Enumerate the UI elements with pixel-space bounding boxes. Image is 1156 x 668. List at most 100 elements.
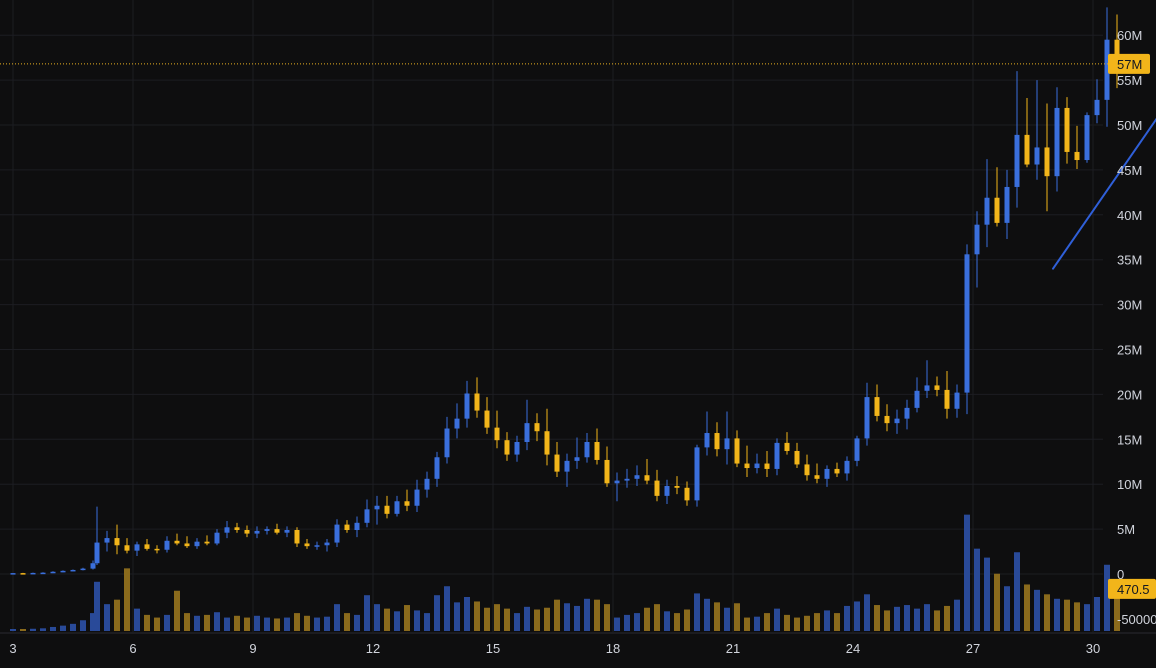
candle-body[interactable] (604, 459, 610, 484)
candle-body[interactable] (854, 438, 860, 461)
candle-body[interactable] (104, 538, 110, 543)
candle-body[interactable] (454, 418, 460, 429)
candle-body[interactable] (574, 457, 580, 461)
candle-body[interactable] (374, 505, 380, 510)
candle-body[interactable] (354, 522, 360, 530)
candle-body[interactable] (984, 197, 990, 225)
candle-body[interactable] (874, 397, 880, 416)
candle-body[interactable] (774, 442, 780, 469)
candle-body[interactable] (94, 542, 100, 564)
candle-body[interactable] (424, 478, 430, 490)
candle-body[interactable] (894, 418, 900, 424)
trend-arrow-line[interactable] (1052, 60, 1156, 270)
candle-body[interactable] (444, 428, 450, 458)
candle-body[interactable] (184, 543, 190, 547)
candle-body[interactable] (144, 544, 150, 549)
candle-body[interactable] (1024, 134, 1030, 165)
candle-body[interactable] (50, 571, 56, 574)
candle-body[interactable] (134, 544, 140, 551)
candle-body[interactable] (1054, 107, 1060, 177)
candle-body[interactable] (474, 393, 480, 411)
candle-body[interactable] (554, 454, 560, 472)
candle-body[interactable] (494, 427, 500, 441)
candle-body[interactable] (30, 572, 36, 575)
candle-body[interactable] (564, 460, 570, 472)
candle-body[interactable] (214, 532, 220, 544)
candle-body[interactable] (304, 543, 310, 547)
candle-body[interactable] (944, 389, 950, 409)
candle-body[interactable] (224, 527, 230, 533)
candle-body[interactable] (504, 440, 510, 455)
candle-body[interactable] (174, 540, 180, 544)
candle-body[interactable] (1004, 186, 1010, 223)
candle-body[interactable] (20, 573, 26, 575)
candle-body[interactable] (274, 529, 280, 533)
candle-body[interactable] (264, 529, 270, 531)
candle-body[interactable] (614, 480, 620, 484)
candle-body[interactable] (114, 538, 120, 546)
candle-body[interactable] (744, 463, 750, 469)
candle-body[interactable] (254, 530, 260, 534)
candle-body[interactable] (534, 423, 540, 432)
candle-body[interactable] (414, 489, 420, 506)
candle-body[interactable] (394, 501, 400, 514)
candle-body[interactable] (524, 423, 530, 442)
candle-body[interactable] (654, 480, 660, 496)
candle-body[interactable] (384, 505, 390, 514)
candle-body[interactable] (154, 548, 160, 551)
candle-body[interactable] (644, 475, 650, 481)
candle-body[interactable] (724, 438, 730, 450)
candle-body[interactable] (954, 392, 960, 409)
candle-body[interactable] (704, 433, 710, 448)
candle-body[interactable] (544, 431, 550, 455)
candle-body[interactable] (964, 254, 970, 393)
candle-body[interactable] (284, 529, 290, 533)
candle-body[interactable] (40, 572, 46, 575)
candle-body[interactable] (734, 438, 740, 464)
candle-body[interactable] (844, 460, 850, 474)
candle-body[interactable] (924, 385, 930, 391)
candle-body[interactable] (1094, 99, 1100, 116)
candle-body[interactable] (294, 529, 300, 544)
candle-body[interactable] (824, 468, 830, 479)
candle-body[interactable] (364, 509, 370, 523)
candle-body[interactable] (994, 197, 1000, 223)
candle-body[interactable] (434, 457, 440, 479)
candle-body[interactable] (1064, 107, 1070, 152)
candle-body[interactable] (834, 468, 840, 474)
candle-body[interactable] (804, 464, 810, 476)
candle-body[interactable] (484, 410, 490, 428)
candle-body[interactable] (514, 441, 520, 455)
candle-body[interactable] (784, 442, 790, 451)
candle-body[interactable] (1074, 151, 1080, 161)
candle-body[interactable] (344, 524, 350, 530)
candle-body[interactable] (864, 397, 870, 439)
candle-body[interactable] (934, 385, 940, 390)
candle-body[interactable] (624, 478, 630, 481)
candle-body[interactable] (594, 441, 600, 460)
candle-body[interactable] (164, 540, 170, 550)
candle-body[interactable] (1034, 147, 1040, 165)
candle-body[interactable] (80, 568, 86, 571)
candle-body[interactable] (1044, 147, 1050, 177)
candle-body[interactable] (664, 485, 670, 496)
candle-body[interactable] (234, 527, 240, 530)
candle-body[interactable] (194, 541, 200, 547)
candle-body[interactable] (324, 542, 330, 546)
candle-body[interactable] (314, 545, 320, 547)
candle-body[interactable] (404, 501, 410, 506)
candle-body[interactable] (754, 463, 760, 469)
candle-body[interactable] (204, 541, 210, 544)
candle-body[interactable] (914, 390, 920, 408)
candle-body[interactable] (714, 433, 720, 450)
candle-body[interactable] (794, 450, 800, 465)
candle-body[interactable] (244, 529, 250, 534)
candle-body[interactable] (764, 463, 770, 469)
candle-body[interactable] (60, 570, 66, 573)
candle-body[interactable] (90, 563, 96, 569)
candle-body[interactable] (814, 475, 820, 479)
candle-body[interactable] (334, 524, 340, 543)
candle-body[interactable] (70, 569, 76, 572)
candle-body[interactable] (694, 447, 700, 501)
